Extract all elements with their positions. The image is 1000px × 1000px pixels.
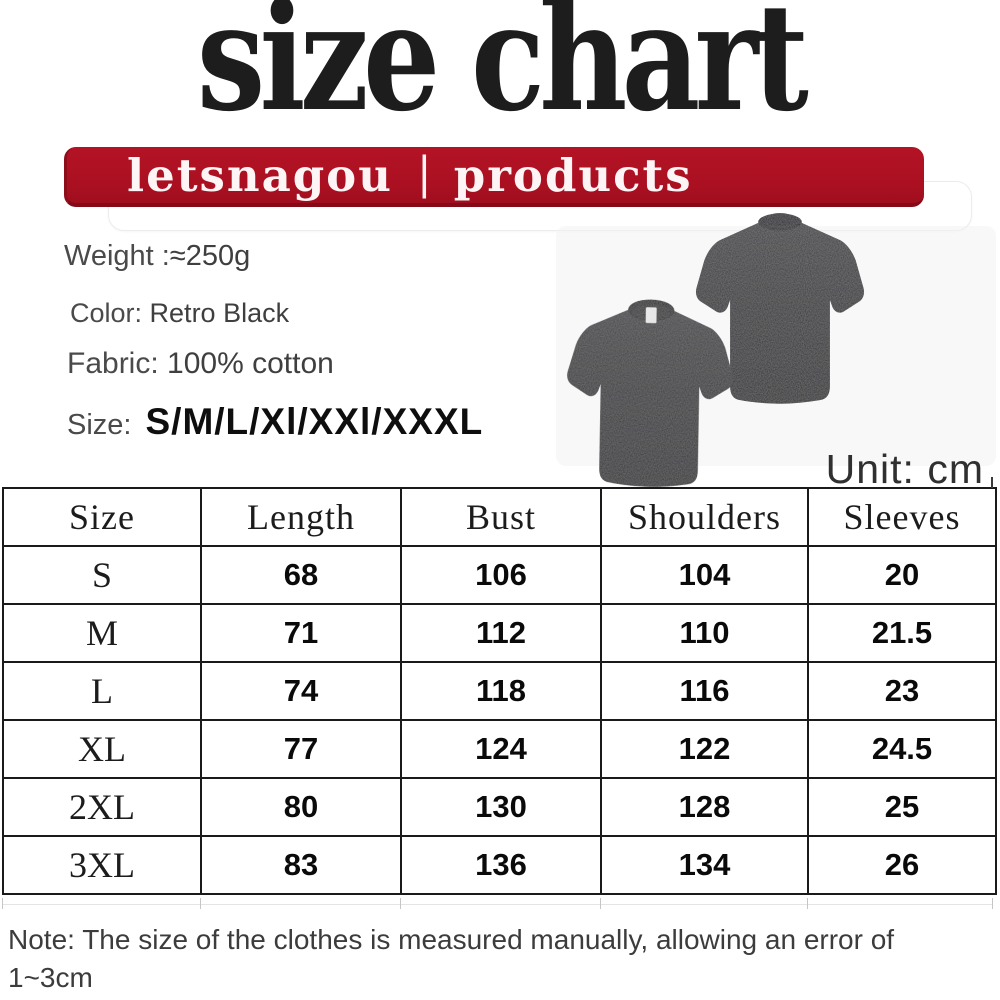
size-cell: 3XL <box>2 835 202 895</box>
brand-banner: letsnagou | products <box>64 147 924 207</box>
color-value: Retro Black <box>149 298 290 328</box>
table-row: S 68 106 104 20 <box>2 545 997 605</box>
note-line-1: Note: The size of the clothes is measure… <box>8 924 895 955</box>
measurement-cell: 136 <box>400 835 602 895</box>
brand-name: letsnagou <box>127 148 393 202</box>
size-label: Size: <box>67 409 132 441</box>
measurement-cell: 20 <box>807 545 997 605</box>
measurement-cell: 71 <box>200 603 402 663</box>
size-line: Size: S/M/L/Xl/XXl/XXXL <box>67 401 483 443</box>
measurement-cell: 116 <box>600 661 809 721</box>
size-cell: M <box>2 603 202 663</box>
table-row: XL 77 124 122 24.5 <box>2 719 997 779</box>
size-table: Size Length Bust Shoulders Sleeves S 68 10… <box>2 487 997 895</box>
measurement-cell: 122 <box>600 719 809 779</box>
fabric-label: Fabric: <box>67 347 159 380</box>
measurement-cell: 77 <box>200 719 402 779</box>
measurement-cell: 24.5 <box>807 719 997 779</box>
size-table-body: S 68 106 104 20 M 71 112 110 21.5 L 74 118 116 23 XL 77 1… <box>2 545 997 895</box>
weight-value: ≈250g <box>169 240 251 272</box>
measurement-cell: 80 <box>200 777 402 837</box>
measurement-cell: 68 <box>200 545 402 605</box>
tshirt-front-image <box>567 299 734 487</box>
measurement-cell: 128 <box>600 777 809 837</box>
color-label: Color: <box>70 298 143 328</box>
note-text: Note: The size of the clothes is measure… <box>8 921 988 997</box>
measurement-cell: 25 <box>807 777 997 837</box>
measurement-cell: 21.5 <box>807 603 997 663</box>
measurement-cell: 23 <box>807 661 997 721</box>
weight-label: Weight : <box>64 240 170 272</box>
table-header-row: Size Length Bust Shoulders Sleeves <box>2 487 997 547</box>
table-row: 3XL 83 136 134 26 <box>2 835 997 895</box>
measurement-cell: 83 <box>200 835 402 895</box>
measurement-cell: 74 <box>200 661 402 721</box>
product-photo <box>556 213 996 487</box>
col-header-length: Length <box>200 487 402 547</box>
back-collar-rim <box>758 220 802 228</box>
table-bottom-tick <box>2 898 3 909</box>
brand-product-label: products <box>453 148 693 202</box>
table-row: 2XL 80 130 128 25 <box>2 777 997 837</box>
measurement-cell: 110 <box>600 603 809 663</box>
col-header-bust: Bust <box>400 487 602 547</box>
measurement-cell: 134 <box>600 835 809 895</box>
banner-separator: | <box>416 147 434 199</box>
collar-tag <box>645 307 657 324</box>
weight-line: Weight :≈250g <box>64 240 250 273</box>
table-bottom-tick <box>992 898 993 909</box>
unit-label: Unit: cm <box>825 446 984 492</box>
table-bottom-tick <box>400 898 401 909</box>
size-cell: S <box>2 545 202 605</box>
back-collar <box>758 213 802 231</box>
table-row: L 74 118 116 23 <box>2 661 997 721</box>
measurement-cell: 118 <box>400 661 602 721</box>
table-row: M 71 112 110 21.5 <box>2 603 997 663</box>
tshirt-back-shape <box>695 213 865 404</box>
col-header-size: Size <box>2 487 202 547</box>
col-header-sleeves: Sleeves <box>807 487 997 547</box>
measurement-cell: 106 <box>400 545 602 605</box>
size-options-value: S/M/L/Xl/XXl/XXXL <box>145 401 484 442</box>
size-cell: XL <box>2 719 202 779</box>
size-cell: L <box>2 661 202 721</box>
table-right-border-tick <box>991 477 993 488</box>
color-line: Color: Retro Black <box>70 298 289 329</box>
table-bottom-tick <box>200 898 201 909</box>
table-bottom-tick <box>807 898 808 909</box>
measurement-cell: 112 <box>400 603 602 663</box>
measurement-cell: 130 <box>400 777 602 837</box>
measurement-cell: 104 <box>600 545 809 605</box>
col-header-shoulders: Shoulders <box>600 487 809 547</box>
tshirt-back-image <box>695 213 865 404</box>
fabric-value: 100% cotton <box>167 347 334 380</box>
table-bottom-shadow-line <box>2 904 993 905</box>
table-bottom-tick <box>600 898 601 909</box>
measurement-cell: 124 <box>400 719 602 779</box>
size-cell: 2XL <box>2 777 202 837</box>
page-title: size chart <box>196 0 809 144</box>
note-line-2: 1~3cm <box>8 962 93 993</box>
tshirt-front-shape <box>567 299 734 487</box>
measurement-cell: 26 <box>807 835 997 895</box>
fabric-line: Fabric: 100% cotton <box>67 347 334 381</box>
